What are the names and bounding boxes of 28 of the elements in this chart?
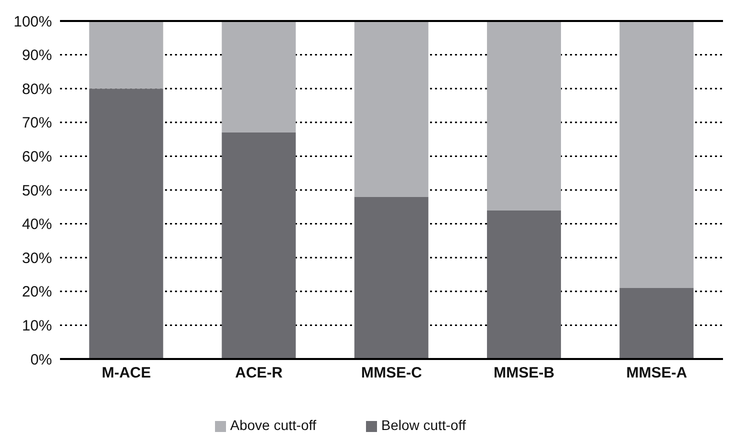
y-tick-label: 70%: [22, 114, 52, 132]
bar: [486, 21, 561, 210]
y-tick-label: 10%: [22, 318, 52, 335]
y-tick-label: 80%: [22, 80, 52, 98]
bar: [89, 21, 164, 89]
x-tick-label: M-ACE: [102, 364, 151, 382]
x-tick-label: MMSE-B: [494, 364, 555, 382]
bar: [354, 196, 428, 359]
bar: [222, 21, 296, 133]
y-tick-label: 0%: [30, 351, 52, 368]
legend-label: Above cutt-off: [230, 417, 316, 433]
bar: [89, 88, 164, 359]
y-tick-label: 90%: [22, 47, 52, 64]
bar: [620, 21, 694, 288]
bar: [620, 288, 694, 359]
y-tick-label: 50%: [22, 182, 52, 200]
x-tick-label: ACE-R: [235, 364, 283, 382]
legend-label: Below cutt-off: [381, 417, 466, 433]
y-tick-label: 60%: [22, 148, 52, 166]
bar: [354, 21, 428, 197]
bar: [222, 132, 296, 359]
y-tick-label: 100%: [14, 13, 52, 30]
y-tick-label: 20%: [22, 284, 52, 301]
bar: [486, 210, 561, 359]
x-tick-label: MMSE-A: [626, 364, 688, 382]
y-tick-label: 40%: [22, 216, 52, 234]
y-tick-label: 30%: [22, 250, 52, 267]
x-tick-label: MMSE-C: [361, 364, 422, 382]
